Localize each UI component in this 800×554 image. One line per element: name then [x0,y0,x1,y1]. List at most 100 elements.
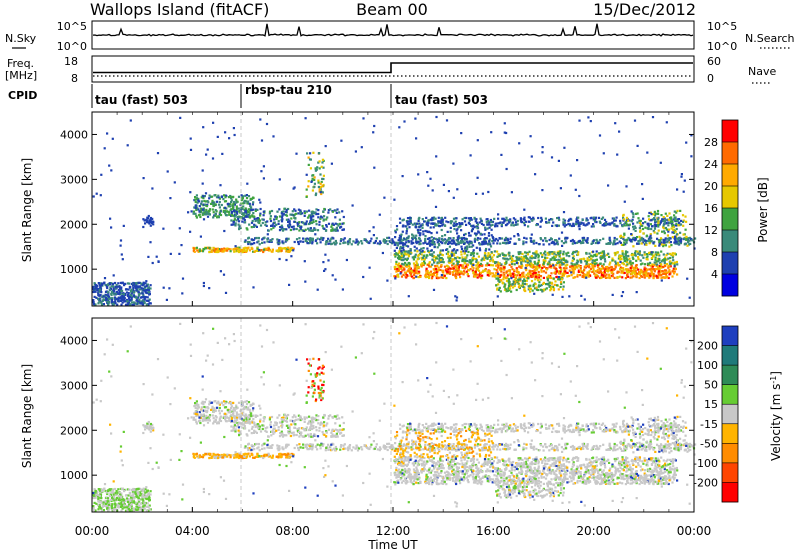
power-echo [660,263,663,266]
power-echo [552,221,555,224]
power-echo [465,223,468,226]
power-echo [260,139,264,142]
power-echo [285,228,288,231]
power-echo [555,224,559,228]
power-echo [657,276,660,279]
power-echo [429,177,432,180]
power-echo [426,270,429,273]
power-echo [490,220,493,223]
power-echo [515,259,518,262]
power-echo [443,265,447,268]
power-echo [126,294,130,297]
power-echo [676,263,679,266]
power-echo [95,287,98,290]
power-echo [350,243,353,246]
power-echo [603,254,606,257]
power-echo [641,254,644,257]
power-echo [578,228,581,231]
power-echo [441,242,444,245]
power-echo [192,212,195,215]
power-echo [211,202,214,205]
power-echo [496,288,499,291]
power-echo [623,200,626,203]
power-echo [497,253,500,256]
power-echo [274,215,277,218]
velocity-echo [146,505,149,508]
velocity-echo [109,503,112,506]
power-echo [513,269,516,272]
power-echo [296,221,299,225]
power-echo [446,230,449,233]
power-echo [501,221,504,224]
power-echo [593,272,596,275]
power-echo [513,235,516,238]
power-echo [650,240,653,243]
power-echo [217,203,221,206]
power-echo [440,274,443,277]
power-echo [504,276,507,280]
power-echo [242,217,245,220]
power-echo [303,260,306,263]
power-echo [660,243,663,246]
power-echo [432,218,435,221]
power-echo [166,170,169,173]
power-echo [541,151,544,154]
power-echo [637,258,640,261]
power-echo [460,247,464,251]
power-echo [676,219,679,223]
power-echo [131,304,134,307]
power-echo [675,233,678,236]
power-echo [625,241,628,244]
power-echo [428,262,431,265]
power-echo [395,241,398,244]
power-echo [566,271,569,274]
power-echo [598,252,601,255]
power-echo [394,277,397,280]
power-echo [97,297,100,300]
power-echo [309,152,312,155]
power-echo [478,265,481,268]
power-echo [310,221,313,224]
power-echo [523,275,526,278]
power-echo [413,267,416,270]
power-echo [400,252,403,255]
power-echo [242,195,245,198]
power-echo [290,255,293,258]
power-echo [637,217,640,220]
power-echo [300,225,303,229]
power-echo [527,285,530,288]
power-echo [135,296,138,299]
power-echo [646,258,649,261]
power-echo [162,286,165,289]
power-echo [491,275,494,278]
power-echo [616,251,619,254]
power-echo [337,224,340,227]
power-echo [149,302,152,305]
power-echo [611,259,614,262]
power-echo [287,207,290,211]
power-echo [690,155,693,158]
power-echo [664,218,667,221]
power-echo [503,285,506,288]
power-echo [580,221,583,224]
power-echo [278,257,281,261]
power-echo [315,168,318,171]
power-echo [135,299,138,302]
power-echo [646,240,650,243]
power-echo [409,222,412,225]
power-echo [560,231,564,234]
power-echo [532,283,535,286]
power-echo [324,268,327,271]
velocity-echo [93,488,96,491]
power-echo [485,237,488,240]
power-echo [532,216,535,219]
power-echo [428,265,431,268]
power-echo [517,252,520,256]
power-echo [95,192,98,195]
power-echo [137,296,140,299]
power-echo [554,267,557,270]
power-echo [218,211,221,214]
power-echo [316,288,319,291]
power-echo [121,296,124,299]
power-echo [585,252,588,255]
